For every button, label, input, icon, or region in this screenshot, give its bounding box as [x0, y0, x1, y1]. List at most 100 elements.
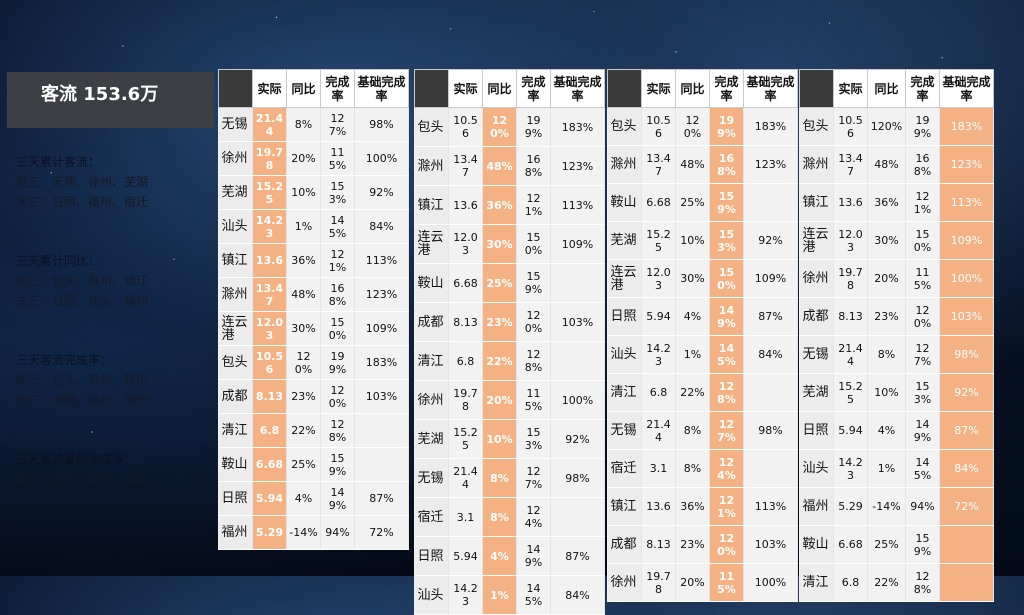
- city-cell: 鞍山: [218, 447, 253, 482]
- value-cell: 109%: [354, 311, 409, 346]
- value-cell: 128%: [709, 373, 744, 412]
- value-cell: 92%: [354, 175, 409, 210]
- city-cell: 清江: [414, 341, 449, 381]
- city-cell: 芜湖: [414, 419, 449, 459]
- city-cell: 连云港: [607, 259, 642, 298]
- value-cell: 30%: [286, 311, 321, 346]
- city-cell: 日照: [218, 481, 253, 516]
- value-cell: 25%: [675, 183, 710, 222]
- value-cell: 8%: [675, 449, 710, 488]
- table-row: 鞍山 6.68 25% 159%: [218, 447, 409, 482]
- value-cell: 145%: [320, 209, 355, 244]
- value-cell: 120%: [675, 107, 710, 146]
- value-cell: 10%: [675, 221, 710, 260]
- value-cell: 15.25: [252, 175, 287, 210]
- value-cell: 20%: [286, 141, 321, 176]
- value-cell: 84%: [354, 209, 409, 244]
- value-cell: 84%: [550, 575, 605, 615]
- value-cell: 199%: [709, 107, 744, 146]
- value-cell: 6.68: [252, 447, 287, 482]
- table-row: 汕头 14.23 1% 145% 84%: [218, 209, 409, 244]
- value-cell: 25%: [482, 263, 517, 303]
- value-cell: 14.23: [448, 575, 483, 615]
- value-cell: 153%: [709, 221, 744, 260]
- city-cell: 汕头: [414, 575, 449, 615]
- value-cell: 19.78: [252, 141, 287, 176]
- table-row: 清江 6.8 22% 128%: [218, 413, 409, 448]
- summary-heading: 三天累计同比：: [16, 254, 101, 268]
- table-row: 鞍山 6.68 25% 159%: [607, 183, 798, 222]
- table-row: 无锡 21.44 8% 127% 98%: [607, 411, 798, 450]
- city-cell: 成都: [218, 379, 253, 414]
- value-cell: 128%: [905, 563, 940, 602]
- value-cell: 23%: [675, 525, 710, 564]
- table-row: 滁州 13.47 48% 168% 123%: [414, 146, 605, 186]
- summary-group: 三天累计客流： 前三：无锡、徐州、芜湖 末三：日照、福州、宿迁: [16, 152, 216, 212]
- table-row: 滁州 13.47 48% 168% 123%: [607, 145, 798, 184]
- value-cell: [743, 373, 798, 412]
- value-cell: 48%: [675, 145, 710, 184]
- city-cell: 徐州: [414, 380, 449, 420]
- value-cell: 103%: [354, 379, 409, 414]
- value-cell: 10%: [867, 373, 906, 412]
- value-cell: 98%: [550, 458, 605, 498]
- column-header: 完成率: [320, 69, 355, 108]
- city-cell: 日照: [607, 297, 642, 336]
- city-cell: 包头: [799, 107, 834, 146]
- city-cell: 无锡: [799, 335, 834, 374]
- value-cell: 183%: [939, 107, 994, 146]
- value-cell: 21.44: [252, 107, 287, 142]
- value-cell: 113%: [743, 487, 798, 526]
- value-cell: 4%: [286, 481, 321, 516]
- value-cell: 48%: [867, 145, 906, 184]
- value-cell: 12.03: [641, 259, 676, 298]
- value-cell: 168%: [905, 145, 940, 184]
- value-cell: 6.8: [641, 373, 676, 412]
- city-cell: 包头: [607, 107, 642, 146]
- city-cell: 连云港: [414, 224, 449, 264]
- value-cell: 5.94: [252, 481, 287, 516]
- value-cell: 127%: [709, 411, 744, 450]
- city-cell: 汕头: [799, 449, 834, 488]
- value-cell: 8%: [867, 335, 906, 374]
- value-cell: 30%: [867, 221, 906, 260]
- value-cell: 149%: [709, 297, 744, 336]
- value-cell: 4%: [867, 411, 906, 450]
- summary-line: 前三：包头、滁州、镇江: [16, 274, 149, 288]
- value-cell: 149%: [905, 411, 940, 450]
- summary-line: 前三：包头、滁州、鞍山: [16, 373, 149, 387]
- value-cell: 10.56: [448, 107, 483, 147]
- ranking-table-1: 实际 同比 完成率 基础完成率 无锡 21.44 8% 127% 98% 徐州 19.78 20% 11…: [218, 69, 409, 550]
- city-cell: 滁州: [607, 145, 642, 184]
- table-row: 日照 5.94 4% 149% 87%: [414, 536, 605, 576]
- value-cell: 92%: [939, 373, 994, 412]
- value-cell: 149%: [516, 536, 551, 576]
- value-cell: 100%: [939, 259, 994, 298]
- ranking-table-4: 实际 同比 完成率 基础完成率 包头 10.56 120% 199% 183% 滁州 13.47 48…: [799, 69, 994, 602]
- table-row: 镇江 13.6 36% 121% 113%: [414, 185, 605, 225]
- city-cell: 芜湖: [218, 175, 253, 210]
- corner-cell: [218, 69, 253, 108]
- value-cell: 48%: [482, 146, 517, 186]
- column-header: 同比: [286, 69, 321, 108]
- value-cell: 150%: [905, 221, 940, 260]
- value-cell: 12.03: [448, 224, 483, 264]
- value-cell: 5.94: [833, 411, 868, 450]
- summary-line: 末三：日照、汕头、福州: [16, 294, 149, 308]
- value-cell: [550, 263, 605, 303]
- table-row: 连云港 12.03 30% 150% 109%: [414, 224, 605, 264]
- table-row: 徐州 19.78 20% 115% 100%: [218, 141, 409, 176]
- value-cell: 100%: [550, 380, 605, 420]
- value-cell: 14.23: [833, 449, 868, 488]
- value-cell: 124%: [709, 449, 744, 488]
- city-cell: 宿迁: [414, 497, 449, 537]
- city-cell: 鞍山: [414, 263, 449, 303]
- city-cell: 福州: [799, 487, 834, 526]
- value-cell: 6.68: [641, 183, 676, 222]
- value-cell: 123%: [550, 146, 605, 186]
- value-cell: 98%: [939, 335, 994, 374]
- value-cell: 150%: [516, 224, 551, 264]
- city-cell: 成都: [799, 297, 834, 336]
- column-header: 基础完成率: [939, 69, 994, 108]
- title-box: 客流 153.6万: [7, 72, 214, 128]
